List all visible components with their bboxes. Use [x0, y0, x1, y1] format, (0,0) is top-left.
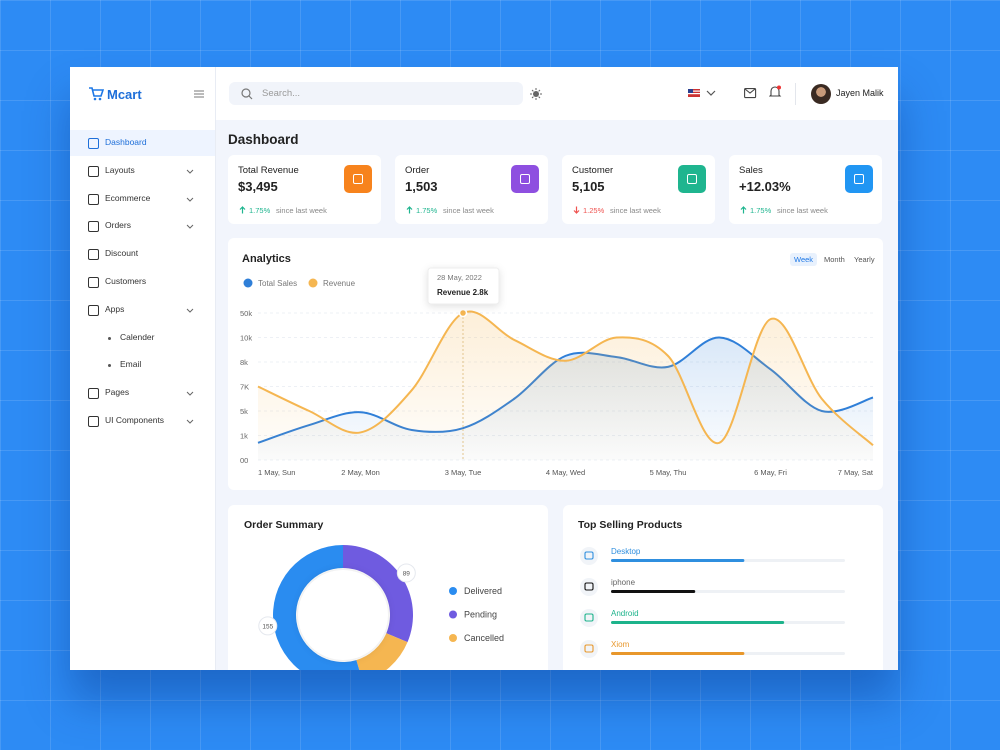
avatar[interactable] — [811, 84, 831, 104]
menu-icon[interactable] — [194, 90, 204, 98]
menu-item[interactable]: Layouts — [105, 164, 135, 175]
chevron-path — [186, 225, 194, 230]
stat-icon-glyph — [520, 174, 530, 184]
menu-item[interactable]: Customers — [105, 276, 147, 286]
menu-item[interactable]: Email — [120, 359, 142, 370]
stat-value: 1,503 — [405, 179, 438, 194]
notification-icon[interactable] — [769, 85, 782, 99]
language-selector[interactable] — [688, 89, 718, 99]
top-products-card: Top Selling Products — [563, 505, 883, 670]
chevron-path — [186, 308, 194, 313]
search-box[interactable]: Search... — [229, 82, 523, 105]
trend-arrow-path — [740, 206, 747, 214]
chevron-path — [186, 197, 194, 202]
tab[interactable]: Month — [824, 255, 845, 264]
stat-value: +12.03% — [739, 179, 791, 194]
theme-icon[interactable] — [530, 88, 542, 100]
stat-card: Customer 5,105 1.25% since last week — [562, 155, 715, 224]
bullet — [108, 336, 111, 340]
chevron-path — [186, 391, 194, 396]
top-products-title: Top Selling Products — [578, 519, 683, 531]
user-name[interactable]: Jayen Malik — [836, 88, 884, 98]
menu-item[interactable]: Pages — [105, 387, 130, 398]
stat-value: 5,105 — [572, 179, 605, 194]
sidebar: Mcart Dashboard Layouts Ecommerce Orders Dis… — [70, 67, 216, 670]
menu-item[interactable]: Apps — [105, 303, 125, 314]
menu-icon — [88, 388, 99, 400]
brand-icon — [89, 87, 104, 101]
stat-change: 1.75% — [249, 206, 271, 215]
menu-item[interactable]: Discount — [105, 248, 139, 259]
brand: Mcart — [107, 87, 142, 102]
search-placeholder: Search... — [262, 88, 301, 99]
stat-card: Sales +12.03% 1.75% since last week — [729, 155, 882, 224]
stat-value: $3,495 — [238, 179, 278, 194]
order-summary-title: Order Summary — [244, 519, 324, 531]
stat-card: Order 1,503 1.75% since last week — [395, 155, 548, 224]
menu-item[interactable]: Ecommerce — [105, 192, 151, 203]
trend-arrow-path — [239, 206, 246, 214]
mail-icon[interactable] — [744, 88, 757, 99]
search-icon — [241, 88, 253, 100]
chevron-path — [186, 419, 194, 424]
trend-arrow-path — [573, 206, 580, 214]
stat-label: Order — [405, 165, 430, 176]
stat-note: since last week — [443, 206, 494, 215]
stat-label: Sales — [739, 165, 763, 176]
menu-icon — [88, 193, 99, 205]
chevron[interactable] — [186, 224, 194, 230]
menu-item[interactable]: Dashboard — [105, 137, 147, 147]
active-highlight — [70, 130, 215, 156]
menu-icon — [88, 277, 99, 288]
stat-note: since last week — [610, 206, 661, 215]
menu-item[interactable]: UI Components — [105, 415, 165, 425]
chevron[interactable] — [186, 391, 194, 396]
page-title: Dashboard — [228, 132, 299, 147]
chevron-path — [186, 169, 194, 174]
menu-icon — [88, 249, 99, 261]
stat-change: 1.25% — [583, 206, 605, 215]
menu-icon — [88, 304, 99, 316]
chevron[interactable] — [186, 169, 194, 174]
menu-icon — [88, 416, 99, 427]
chevron[interactable] — [186, 419, 194, 424]
stat-change: 1.75% — [416, 206, 438, 215]
analytics-card: Analytics Week Month Yearly — [228, 238, 883, 490]
menu-icon — [88, 138, 99, 149]
menu-item[interactable]: Calender — [120, 331, 155, 342]
analytics-title: Analytics — [242, 253, 291, 265]
chevron[interactable] — [186, 197, 194, 202]
stat-label: Total Revenue — [238, 165, 299, 176]
chevron[interactable] — [186, 308, 194, 313]
trend-arrow — [406, 206, 413, 214]
stat-icon — [511, 165, 539, 193]
stat-card: Total Revenue $3,495 1.75% since last week — [228, 155, 381, 224]
stat-change: 1.75% — [750, 206, 772, 215]
bullet — [108, 364, 111, 368]
tab[interactable]: Week — [790, 253, 818, 266]
header: Search... Jayen Malik — [216, 67, 898, 120]
stat-note: since last week — [276, 206, 327, 215]
trend-arrow-path — [406, 206, 413, 214]
stat-icon-glyph — [687, 174, 697, 184]
stat-icon — [678, 165, 706, 193]
stat-icon-glyph — [353, 174, 363, 184]
stat-icon — [344, 165, 372, 193]
menu-icon — [88, 165, 99, 177]
stat-note: since last week — [777, 206, 828, 215]
stat-icon — [845, 165, 873, 193]
dashboard-window: Mcart Dashboard Layouts Ecommerce Orders Dis… — [70, 67, 898, 670]
tab[interactable]: Yearly — [854, 255, 875, 264]
order-summary-card: Order Summary — [228, 505, 548, 670]
divider — [795, 83, 796, 105]
menu-icon — [88, 221, 99, 233]
menu-item[interactable]: Orders — [105, 220, 131, 231]
trend-arrow — [239, 206, 246, 214]
stat-icon-glyph — [854, 174, 864, 184]
trend-arrow — [573, 206, 580, 214]
trend-arrow — [740, 206, 747, 214]
stat-label: Customer — [572, 165, 614, 176]
